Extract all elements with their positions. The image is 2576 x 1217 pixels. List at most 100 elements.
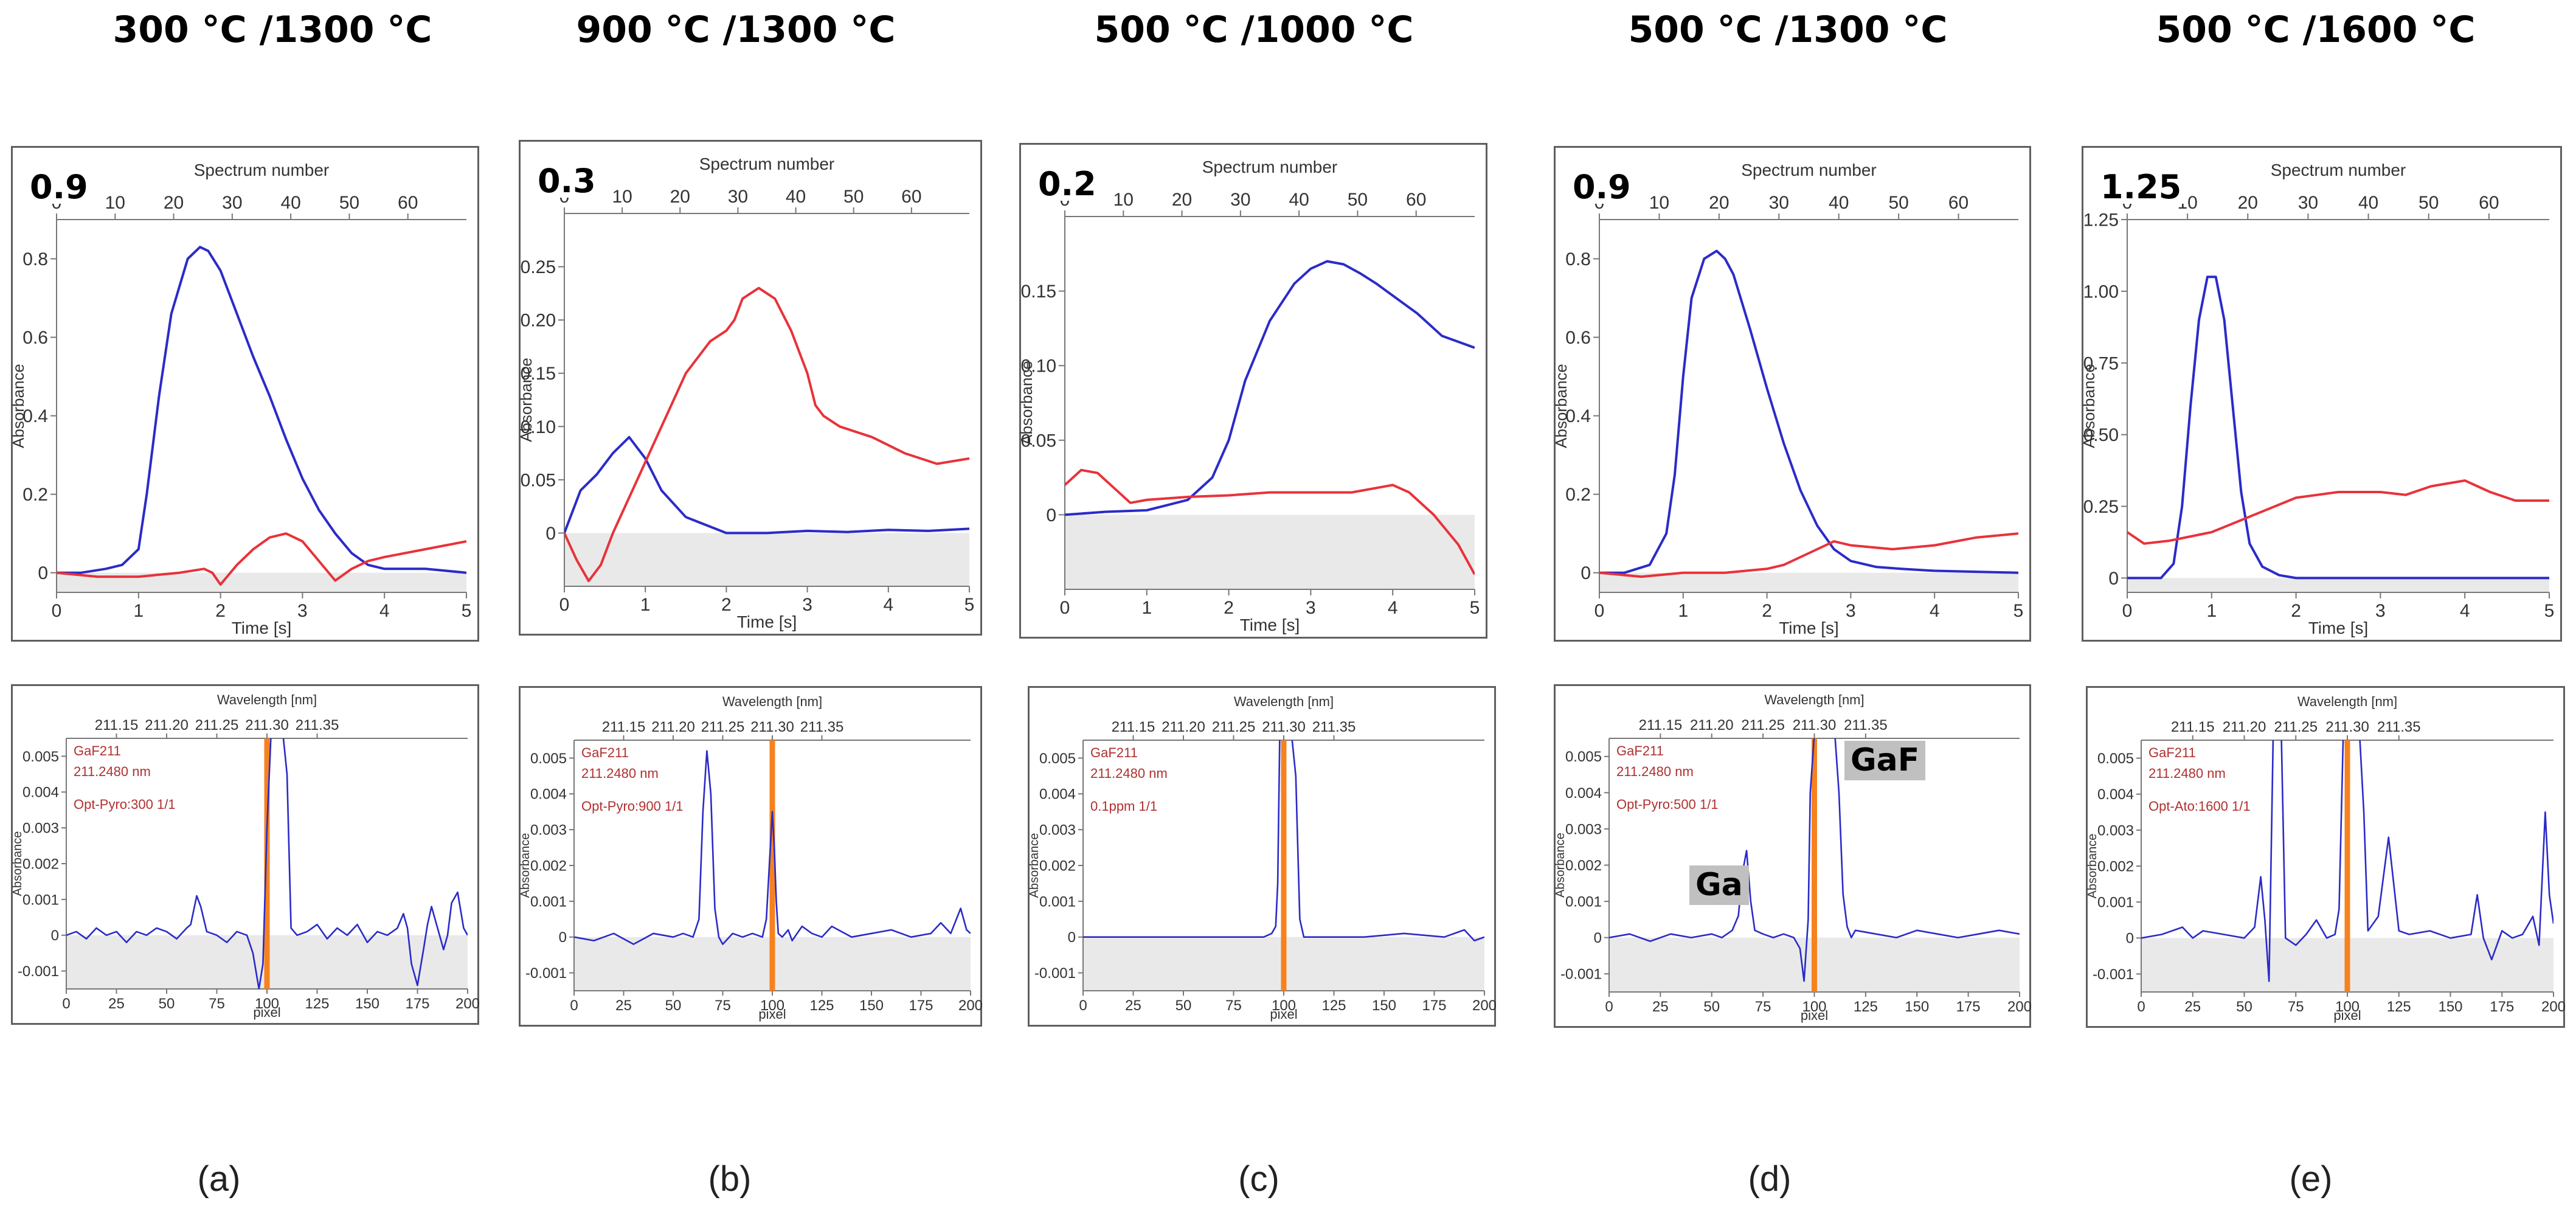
top-tick-label: 50 <box>1348 190 1368 210</box>
top-tick-label: 50 <box>339 193 359 213</box>
top-tick-label: 211.30 <box>245 717 289 733</box>
top-tick-label: 40 <box>1289 190 1309 210</box>
ga-peak-label: Ga <box>1689 865 1749 906</box>
top-tick-label: 211.25 <box>1741 717 1785 733</box>
x-tick-label: 5 <box>1470 598 1480 618</box>
top-axis-title: Spectrum number <box>1741 161 1877 179</box>
x-tick-label: 3 <box>2375 601 2386 621</box>
x-tick-label: 5 <box>2013 601 2024 621</box>
y-tick-label: 0.20 <box>521 311 556 331</box>
column-title-a: 300 °C /1300 °C <box>113 9 432 51</box>
series-line-blue <box>2141 740 2553 982</box>
y-tick-label: 0.002 <box>1565 858 1602 874</box>
x-tick-label: 0 <box>1605 999 1613 1015</box>
y-axis-title: Absorbance <box>1552 364 1570 448</box>
x-tick-label: 5 <box>964 595 975 615</box>
x-tick-label: 1 <box>1141 598 1152 618</box>
series-line-red <box>1599 532 2018 578</box>
y-axis-title: Absorbance <box>9 364 27 448</box>
time-plot-a-ymax: 0.9 <box>26 171 92 204</box>
top-tick-label: 40 <box>786 187 806 207</box>
negative-region-shade <box>1065 515 1475 589</box>
negative-region-shade <box>2127 578 2549 592</box>
x-tick-label: 100 <box>2335 999 2360 1015</box>
top-tick-label: 50 <box>1888 193 1908 213</box>
x-tick-label: 25 <box>615 997 632 1014</box>
time-plot-d-svg: 0 1 2 3 4 5 Time [s] 0 10 20 30 40 50 60 Spectrum numb… <box>1552 161 2024 637</box>
x-tick-label: 0 <box>1594 601 1605 621</box>
x-tick-label: 2 <box>1224 598 1234 618</box>
top-axis-title: Wavelength [nm] <box>722 694 822 709</box>
spectrum-plot-c-svg: 0 25 50 75 100 125 150 175 200 pixel 211.15 211.20 2… <box>1028 694 1497 1022</box>
x-tick-label: 125 <box>1854 999 1878 1015</box>
y-axis-title: Absorbance <box>519 833 532 898</box>
y-tick-label: 0.001 <box>530 893 567 910</box>
y-tick-label: 0.001 <box>2097 895 2134 911</box>
x-tick-label: 3 <box>297 601 308 621</box>
method-annotation: GaF211 <box>2148 745 2196 760</box>
spectrum-plot-b-svg: 0 25 50 75 100 125 150 175 200 pixel 211.15 211.20 2… <box>519 694 983 1022</box>
top-tick-label: 211.25 <box>1212 719 1256 735</box>
top-tick-label: 211.20 <box>2223 719 2266 735</box>
top-tick-label: 20 <box>164 193 184 213</box>
panel-label-c: (c) <box>1238 1159 1279 1199</box>
top-tick-label: 60 <box>1948 193 1968 213</box>
x-tick-label: 175 <box>1422 997 1446 1014</box>
method-annotation: 211.2480 nm <box>1616 764 1694 779</box>
x-tick-label: 200 <box>2007 999 2032 1015</box>
y-tick-label: 0.004 <box>23 785 59 801</box>
y-tick-label: 0.25 <box>521 257 556 277</box>
x-tick-label: 3 <box>1306 598 1316 618</box>
time-plot-b: 0 1 2 3 4 5 Time [s] 0 10 20 30 40 50 60 Spectrum numb… <box>517 140 982 636</box>
y-tick-label: 0 <box>545 524 556 544</box>
spectrum-plot-c: 0 25 50 75 100 125 150 175 200 pixel 211.15 211.20 2… <box>1028 686 1497 1027</box>
x-tick-label: 1 <box>640 595 651 615</box>
series-line-blue <box>2127 276 2549 580</box>
y-tick-label: -0.001 <box>1034 965 1076 982</box>
x-tick-label: 0 <box>559 595 570 615</box>
top-tick-label: 211.35 <box>800 719 844 735</box>
x-tick-label: 75 <box>715 997 731 1014</box>
time-plot-a-svg: 0 1 2 3 4 5 Time [s] 0 10 20 30 40 50 60 Spectrum numb… <box>9 161 471 637</box>
column-title-e: 500 °C /1600 °C <box>2156 9 2476 51</box>
y-tick-label: 0.002 <box>23 856 59 872</box>
panel-label-b: (b) <box>708 1159 752 1199</box>
x-tick-label: 2 <box>215 601 226 621</box>
time-plot-a: 0 1 2 3 4 5 Time [s] 0 10 20 30 40 50 60 Spectrum numb… <box>9 146 479 642</box>
y-tick-label: 0.2 <box>1565 485 1591 505</box>
x-tick-label: 0 <box>2137 999 2145 1015</box>
top-axis-title: Spectrum number <box>194 161 330 179</box>
x-axis-title: Time [s] <box>737 612 797 631</box>
x-axis-title: Time [s] <box>2308 619 2369 637</box>
x-tick-label: 100 <box>1272 997 1296 1014</box>
top-axis-title: Spectrum number <box>2271 161 2406 179</box>
x-tick-label: 4 <box>1388 598 1398 618</box>
x-tick-label: 125 <box>2387 999 2411 1015</box>
top-tick-label: 60 <box>398 193 418 213</box>
series-line-blue <box>66 738 468 989</box>
x-tick-label: 50 <box>2236 999 2252 1015</box>
method-annotation: Opt-Pyro:500 1/1 <box>1616 797 1719 812</box>
y-tick-label: 0.75 <box>2083 353 2119 373</box>
y-tick-label: 0.6 <box>1565 328 1591 348</box>
x-tick-label: 100 <box>1802 999 1826 1015</box>
top-tick-label: 10 <box>612 187 632 207</box>
x-tick-label: 0 <box>1060 598 1070 618</box>
y-axis-title: Absorbance <box>1028 833 1041 898</box>
x-tick-label: 75 <box>2288 999 2304 1015</box>
top-axis-title: Wavelength [nm] <box>2297 694 2397 709</box>
top-axis-title: Wavelength [nm] <box>217 692 317 707</box>
series-line-red <box>1065 468 1475 575</box>
top-tick-label: 211.15 <box>602 719 646 735</box>
panel-label-d: (d) <box>1748 1159 1792 1199</box>
top-tick-label: 20 <box>2238 193 2258 213</box>
x-tick-label: 3 <box>802 595 812 615</box>
y-tick-label: 0.005 <box>2097 751 2134 767</box>
x-tick-label: 175 <box>909 997 933 1014</box>
x-tick-label: 0 <box>62 996 70 1012</box>
x-tick-label: 200 <box>2541 999 2566 1015</box>
y-tick-label: 1.00 <box>2083 282 2119 302</box>
x-tick-label: 25 <box>1652 999 1669 1015</box>
y-tick-label: 0.002 <box>530 858 567 874</box>
spectrum-plot-a-svg: 0 25 50 75 100 125 150 175 200 pixel 211.15 211.20 2… <box>11 692 480 1020</box>
